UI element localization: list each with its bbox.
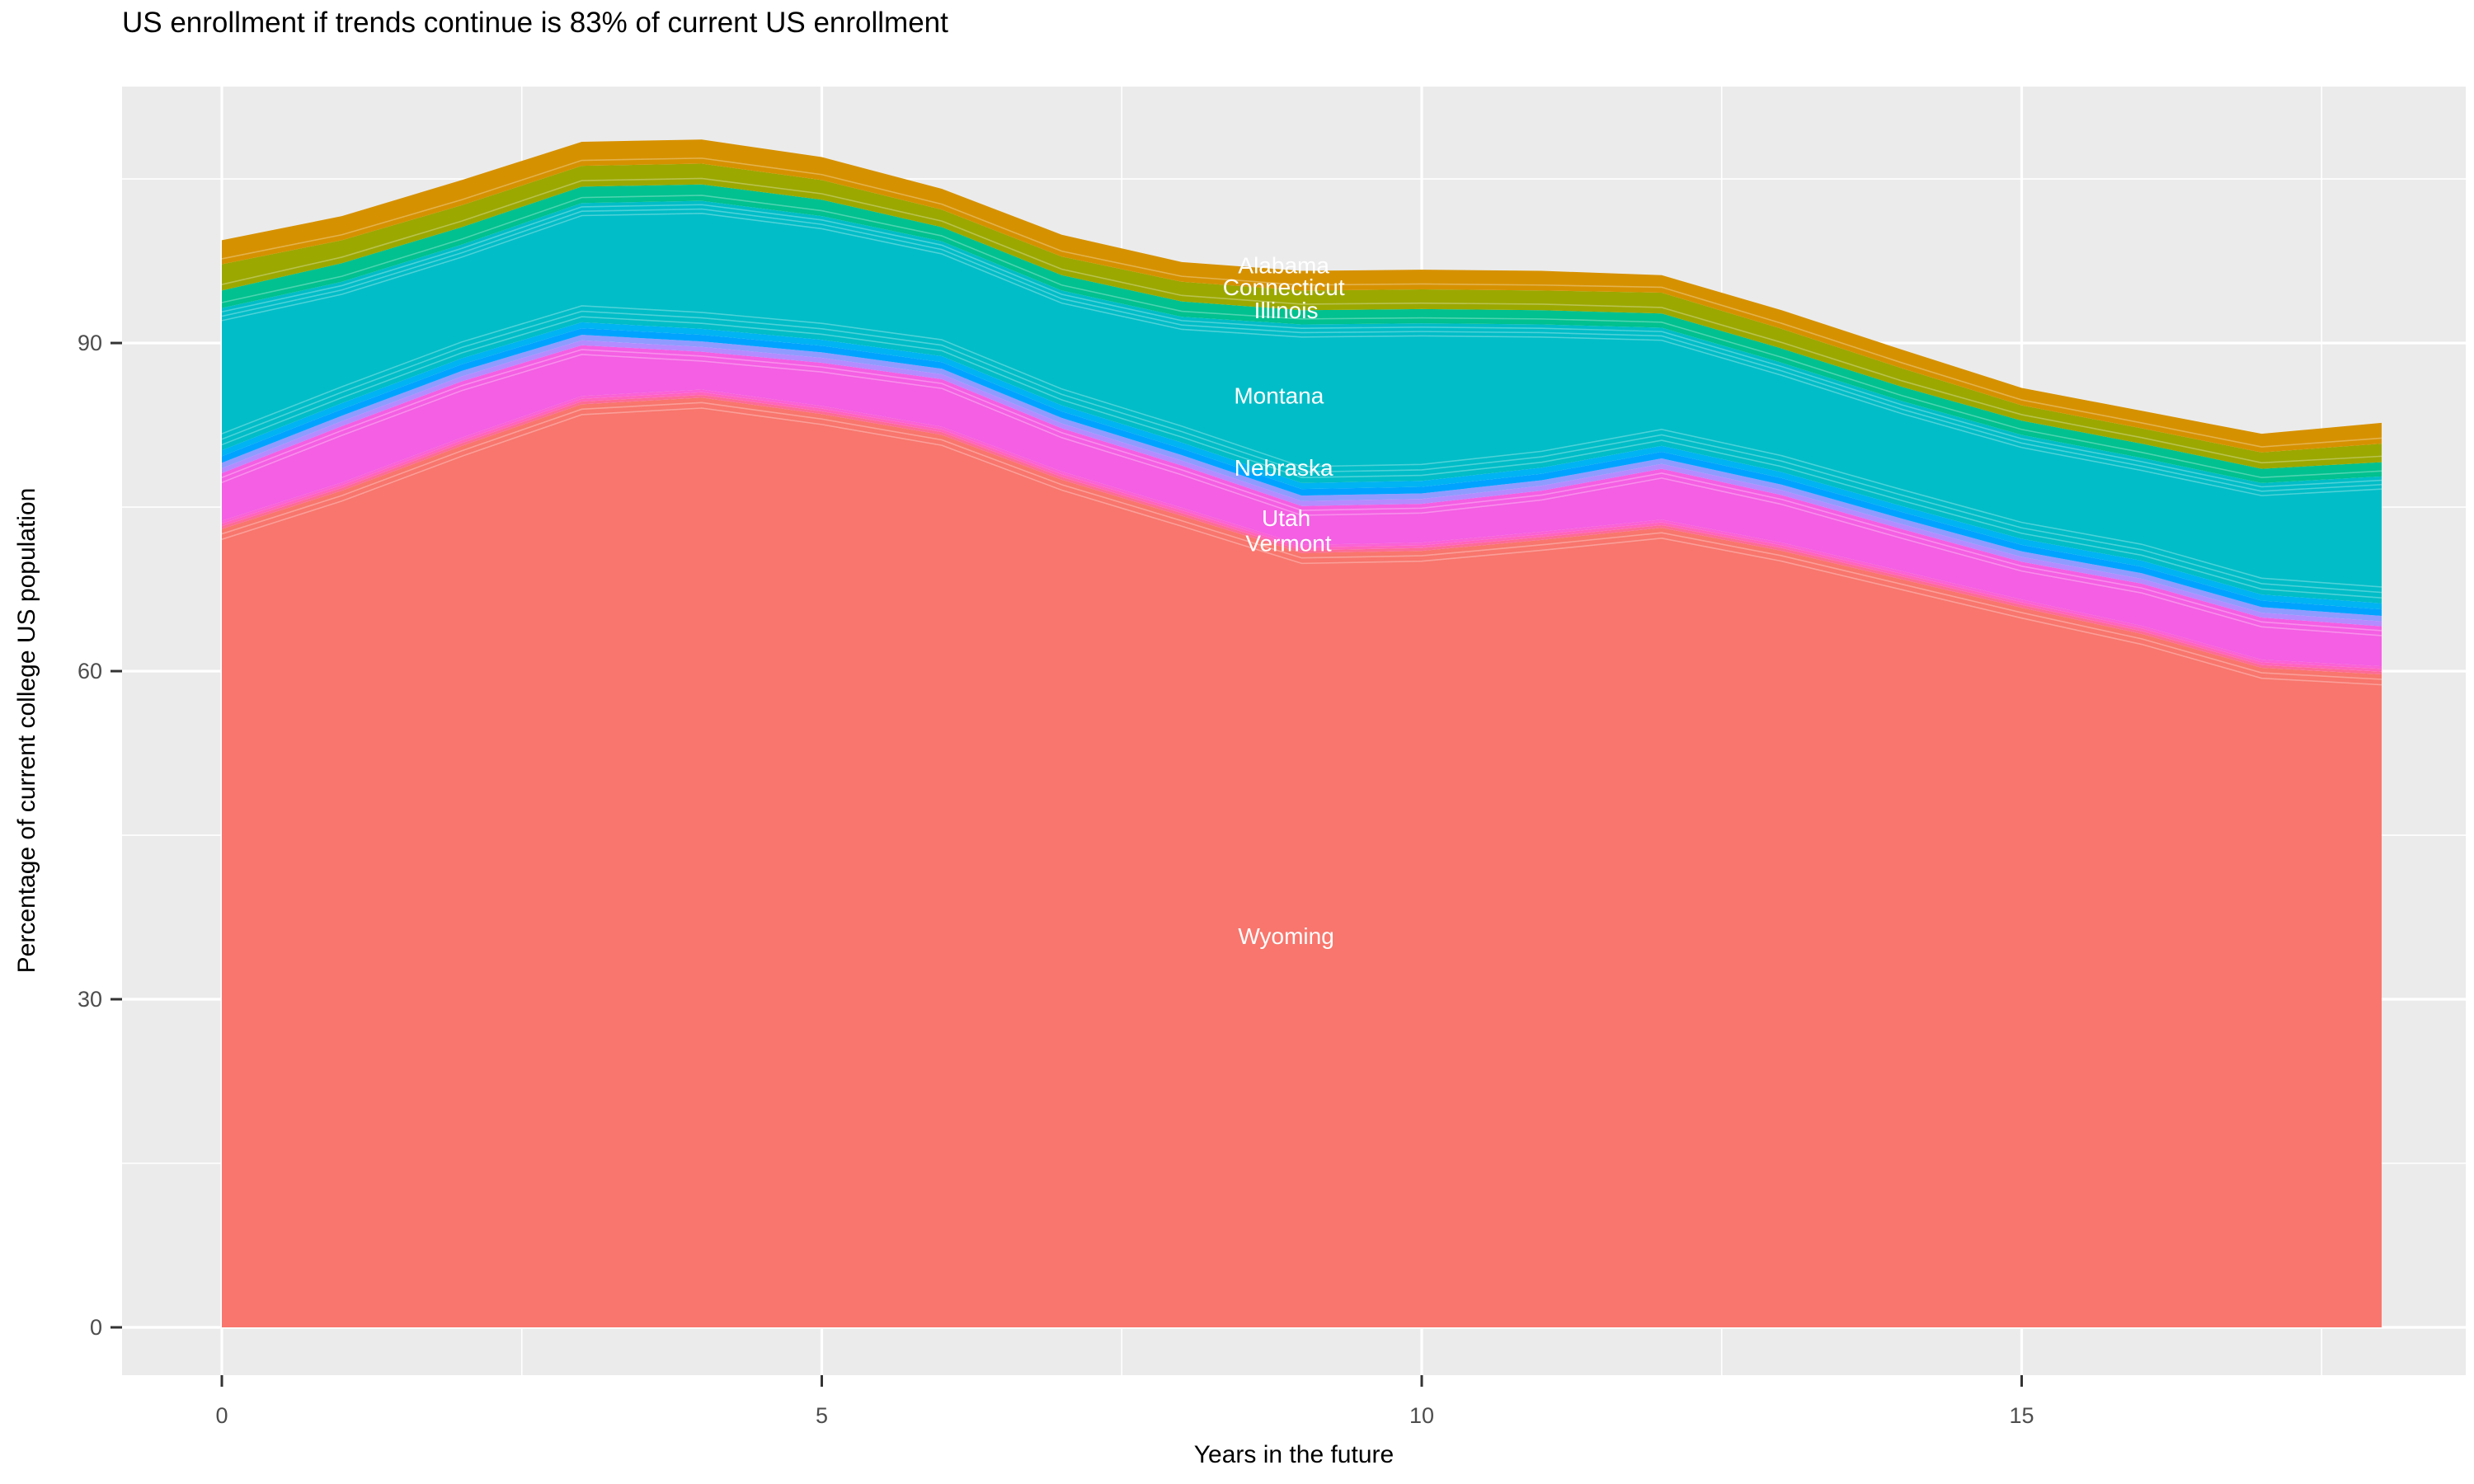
y-axis-title: Percentage of current college US populat… [13, 488, 40, 974]
x-tick-label: 0 [215, 1403, 228, 1428]
x-tick-label: 15 [2009, 1403, 2034, 1428]
state-hairline [221, 157, 2382, 448]
state-hairline [221, 204, 2382, 488]
state-label-connecticut: Connecticut [1223, 275, 1345, 300]
state-hairline [221, 316, 2382, 599]
state-hairline [221, 354, 2382, 636]
state-label-nebraska: Nebraska [1235, 455, 1333, 481]
y-tick-label: 30 [78, 987, 102, 1012]
state-label-wyoming: Wyoming [1238, 923, 1333, 949]
axis-tick-marks [111, 341, 2023, 1387]
state-hairline [221, 208, 2382, 492]
state-label-utah: Utah [1262, 505, 1310, 531]
state-hairline [221, 177, 2382, 464]
state-hairline [221, 213, 2382, 496]
x-axis-title: Years in the future [1194, 1441, 1394, 1468]
state-label-illinois: Illinois [1254, 298, 1319, 323]
olive-band [222, 163, 2382, 469]
axis-tick-labels: 0 5 10 15 0 30 60 90 [78, 331, 2034, 1428]
state-label-vermont: Vermont [1245, 531, 1331, 556]
stacked-areas [222, 139, 2382, 1327]
chart-title: US enrollment if trends continue is 83% … [122, 7, 948, 39]
state-label-alabama: Alabama [1238, 253, 1329, 279]
montana-area [222, 200, 2382, 603]
orange-band [222, 139, 2382, 453]
state-hairline [221, 402, 2382, 680]
x-tick-label: 5 [816, 1403, 828, 1428]
state-label-montana: Montana [1234, 383, 1324, 409]
state-hairline [221, 349, 2382, 632]
emerald-band [222, 184, 2382, 483]
y-tick-label: 0 [90, 1315, 102, 1340]
wyoming-area [222, 397, 2382, 1327]
x-tick-label: 10 [1409, 1403, 1434, 1428]
state-boundary-hairlines [221, 157, 2382, 686]
state-hairline [221, 305, 2382, 588]
state-hairline [221, 407, 2382, 686]
state-hairline [221, 310, 2382, 594]
state-hairline [221, 195, 2382, 479]
y-tick-label: 90 [78, 331, 102, 355]
y-tick-label: 60 [78, 659, 102, 683]
